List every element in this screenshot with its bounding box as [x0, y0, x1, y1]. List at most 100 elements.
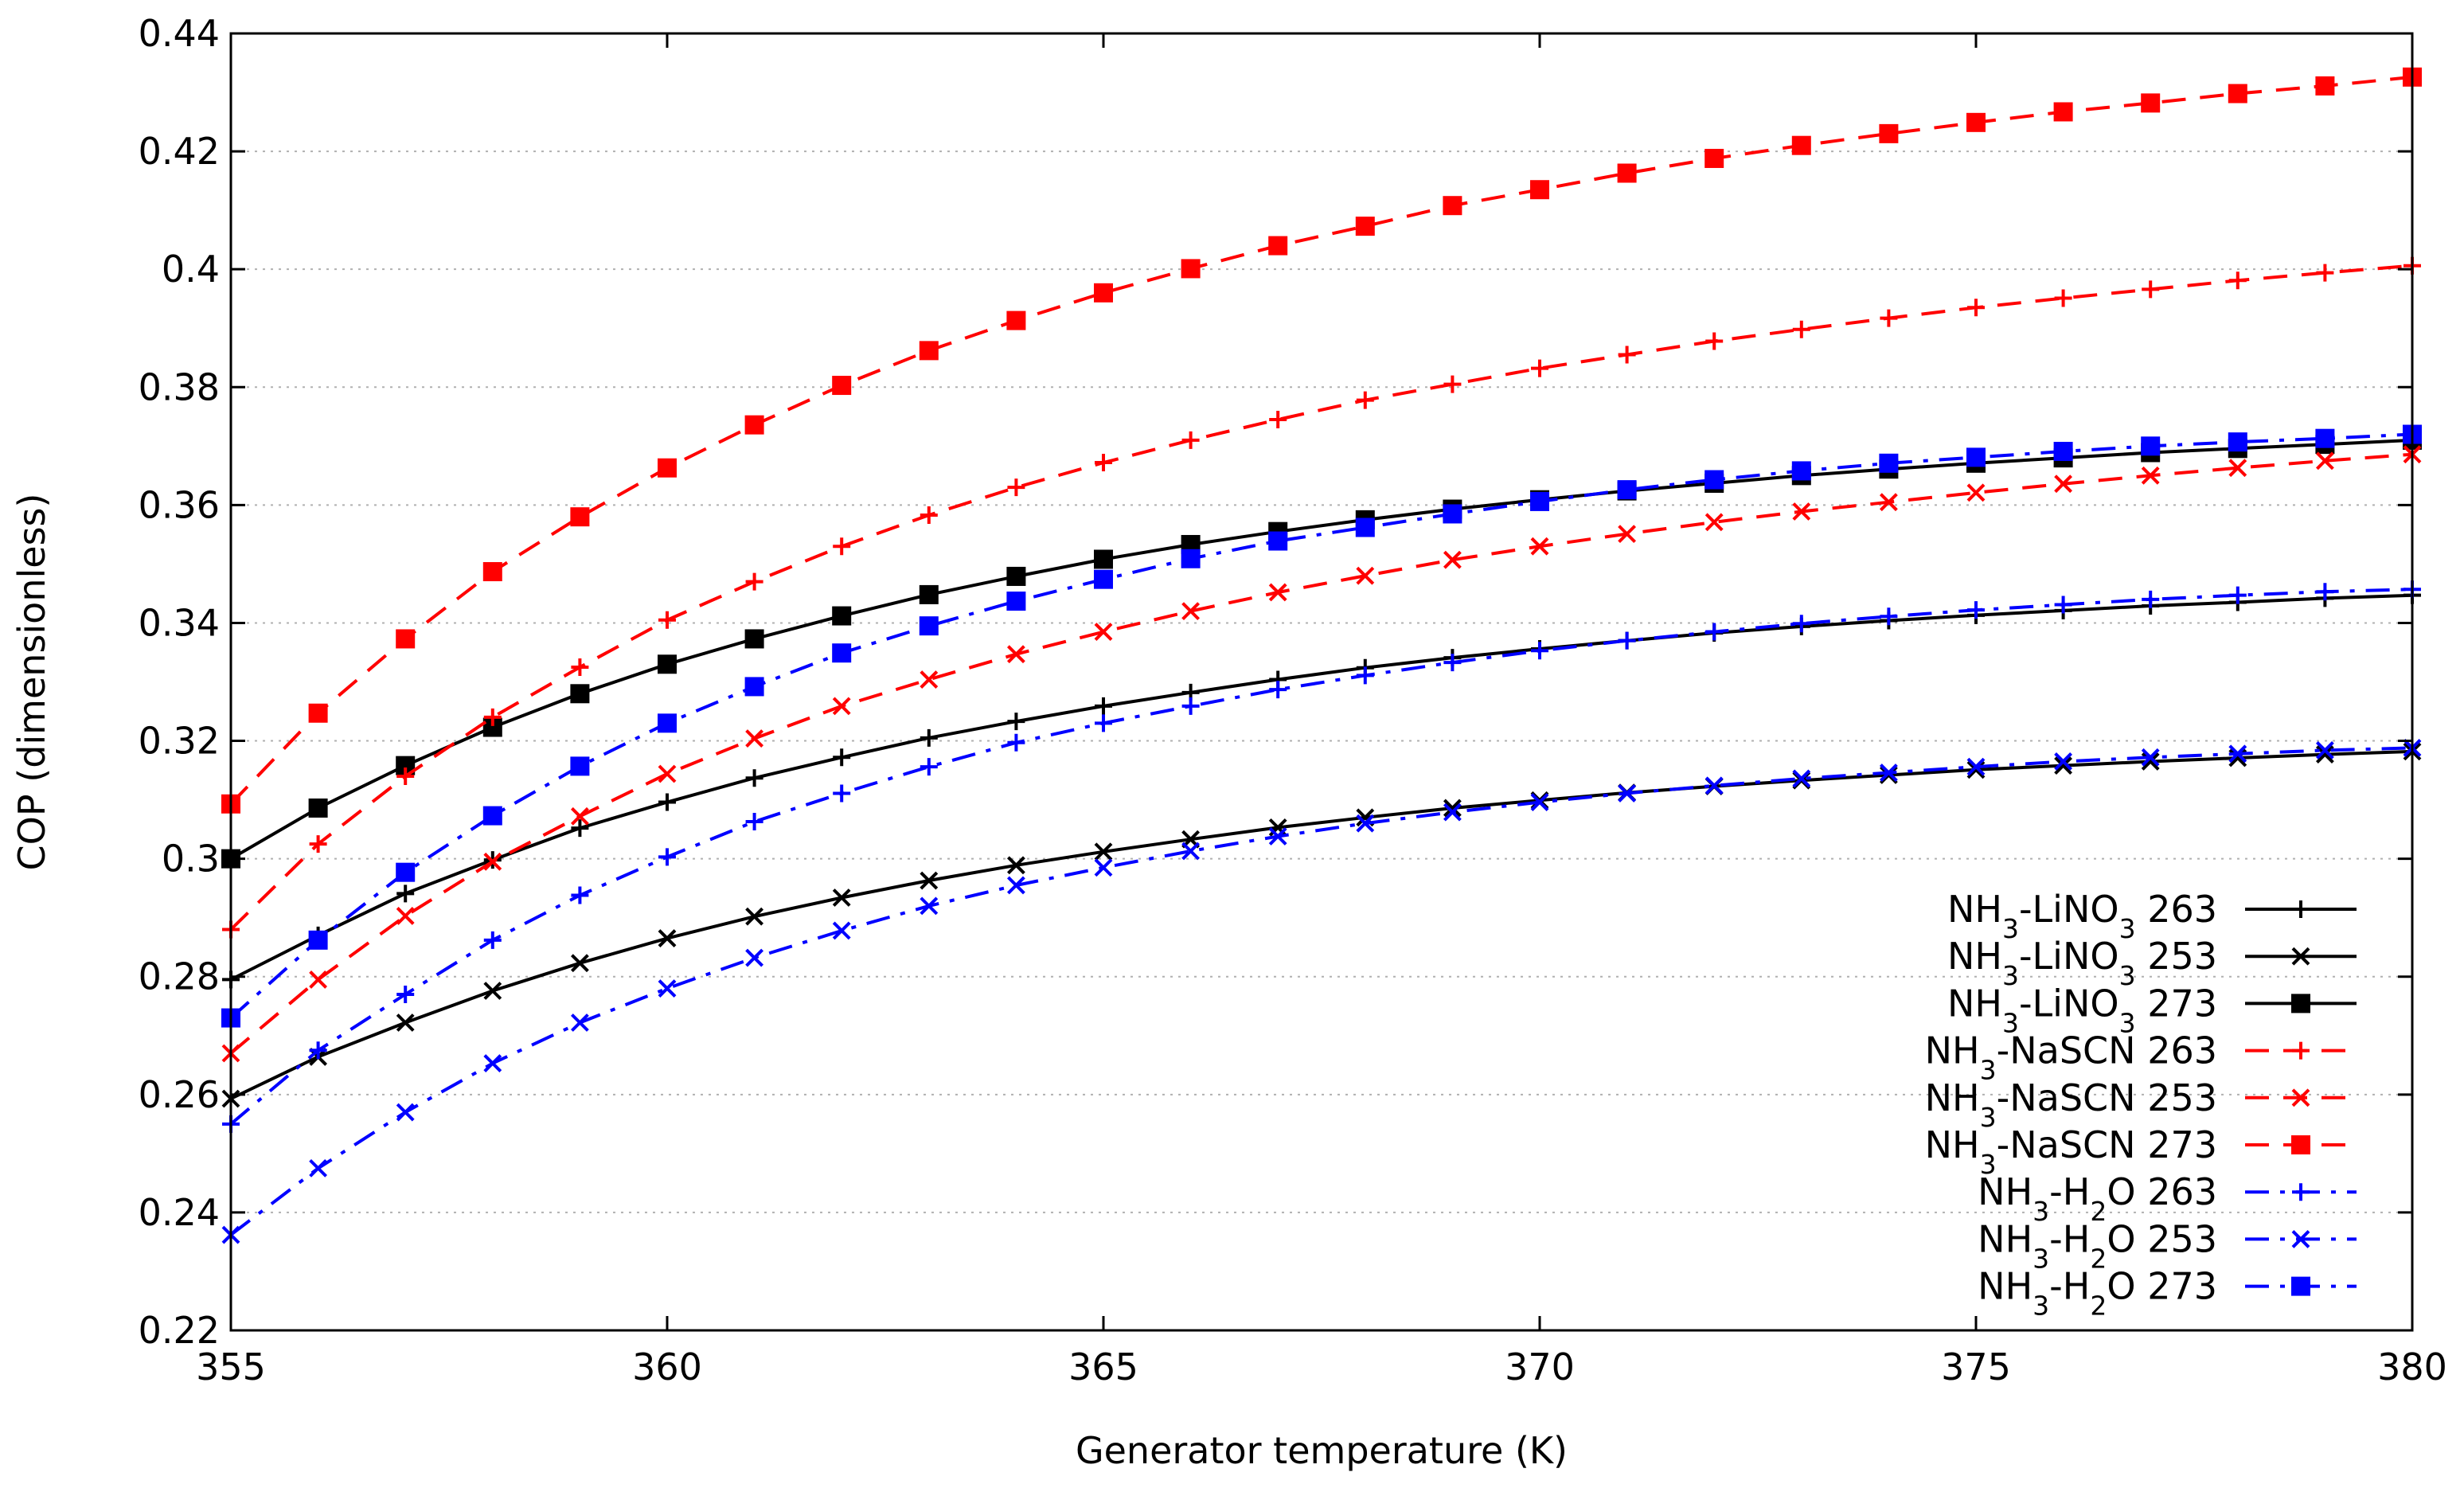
- gridlines: [231, 150, 2412, 1213]
- y-tick-label: 0.3: [162, 838, 220, 881]
- data-point: [483, 708, 502, 726]
- data-point: [1006, 310, 1026, 330]
- data-point: [1966, 447, 1986, 467]
- data-point: [308, 703, 328, 723]
- data-point: [1356, 666, 1374, 685]
- legend-marker: [2292, 1183, 2310, 1201]
- data-point: [1966, 483, 1986, 502]
- legend-label: NH3-LiNO3 263: [1947, 888, 2217, 944]
- data-point: [1007, 478, 1025, 497]
- data-point: [2054, 596, 2072, 614]
- data-point: [1269, 681, 1287, 699]
- data-point: [483, 1054, 502, 1072]
- data-point: [2054, 289, 2072, 307]
- data-point: [744, 415, 764, 435]
- data-point: [832, 376, 852, 396]
- x-tick-label: 375: [1941, 1345, 2011, 1388]
- data-point: [570, 507, 590, 527]
- legend-label: NH3-LiNO3 273: [1947, 982, 2217, 1038]
- data-point: [745, 907, 764, 926]
- data-point: [482, 806, 502, 826]
- data-point: [745, 769, 763, 787]
- legend-item-nascn-273: NH3-NaSCN 273: [1925, 1123, 2357, 1180]
- x-axis-title: Generator temperature (K): [1076, 1429, 1568, 1472]
- data-point: [570, 806, 589, 826]
- series-h2o-253: [221, 739, 2422, 1244]
- data-point: [309, 1041, 327, 1060]
- data-point: [658, 979, 677, 998]
- x-tick-label: 355: [196, 1345, 266, 1388]
- legend-marker: [2292, 1041, 2310, 1060]
- data-point: [1879, 766, 1898, 784]
- data-point: [2141, 748, 2160, 767]
- data-point: [1006, 592, 1026, 611]
- legend-marker: [2291, 1135, 2310, 1154]
- data-point: [920, 871, 939, 890]
- plot-frame: [229, 32, 2414, 1332]
- data-point: [1355, 217, 1375, 236]
- series-h2o-273: [221, 424, 2422, 1028]
- legend-item-linO3-273: NH3-LiNO3 273: [1947, 982, 2357, 1038]
- data-point: [1094, 842, 1113, 861]
- data-point: [396, 907, 415, 925]
- y-tick-label: 0.44: [139, 12, 220, 55]
- data-point: [2316, 264, 2334, 282]
- data-point: [1094, 569, 1113, 589]
- data-point: [1967, 299, 1985, 317]
- legend-item-h2o-253: NH3-H2O 253: [1978, 1217, 2357, 1274]
- data-point: [482, 562, 502, 582]
- legend-marker: [2291, 1276, 2310, 1296]
- data-point: [1268, 531, 1288, 551]
- series-nascn-273: [221, 67, 2422, 814]
- data-point: [1443, 799, 1462, 818]
- data-point: [1618, 346, 1636, 364]
- data-point: [832, 643, 852, 663]
- data-point: [396, 985, 415, 1003]
- data-point: [2315, 76, 2335, 96]
- x-tick-label: 380: [2377, 1345, 2447, 1388]
- legend-marker: [2291, 1229, 2310, 1248]
- data-point: [1443, 196, 1462, 216]
- data-point: [833, 748, 851, 767]
- data-point: [1966, 112, 1986, 132]
- series-line-nascn-253: [229, 452, 2413, 1055]
- legend-marker: [2291, 1088, 2310, 1107]
- series-line-h2o-253: [229, 746, 2413, 1236]
- data-point: [1094, 283, 1113, 303]
- data-point: [658, 848, 676, 866]
- data-point: [1094, 858, 1113, 877]
- data-point: [1704, 148, 1724, 168]
- data-point: [1356, 566, 1375, 585]
- data-point: [1966, 760, 1986, 779]
- axis-ticks: 0.22 0.24 0.26 0.28 0.3 0.32 0.34 0.36 0.38 0.4 0.…: [139, 12, 2447, 1388]
- data-point: [920, 728, 938, 747]
- legend-item-nascn-263: NH3-NaSCN 263: [1925, 1029, 2357, 1085]
- data-point: [396, 629, 416, 649]
- data-point: [658, 713, 677, 733]
- data-point: [396, 1103, 415, 1122]
- data-point: [745, 948, 764, 967]
- data-point: [1443, 504, 1462, 524]
- data-point: [1181, 259, 1201, 279]
- data-point: [1792, 320, 1810, 338]
- data-point: [483, 852, 502, 871]
- legend-label: NH3-NaSCN 273: [1925, 1123, 2217, 1180]
- data-point: [2315, 428, 2335, 448]
- data-point: [1879, 453, 1899, 473]
- series-line-h2o-273: [229, 432, 2413, 1020]
- y-tick-label: 0.4: [162, 248, 220, 291]
- data-point: [1355, 517, 1375, 537]
- data-point: [1095, 697, 1112, 715]
- legend-marker: [2291, 947, 2310, 966]
- data-point: [2228, 744, 2247, 764]
- data-point: [832, 697, 851, 716]
- y-tick-label: 0.24: [139, 1191, 220, 1234]
- data-point: [1705, 332, 1724, 350]
- data-point: [483, 931, 502, 949]
- legend-item-nascn-253: NH3-NaSCN 253: [1925, 1076, 2357, 1132]
- data-point: [396, 1013, 415, 1032]
- data-point: [1443, 803, 1462, 822]
- legend-label: NH3-H2O 263: [1978, 1170, 2217, 1227]
- series-line-linO3-273: [229, 438, 2413, 861]
- legend-label: NH3-H2O 273: [1978, 1265, 2217, 1322]
